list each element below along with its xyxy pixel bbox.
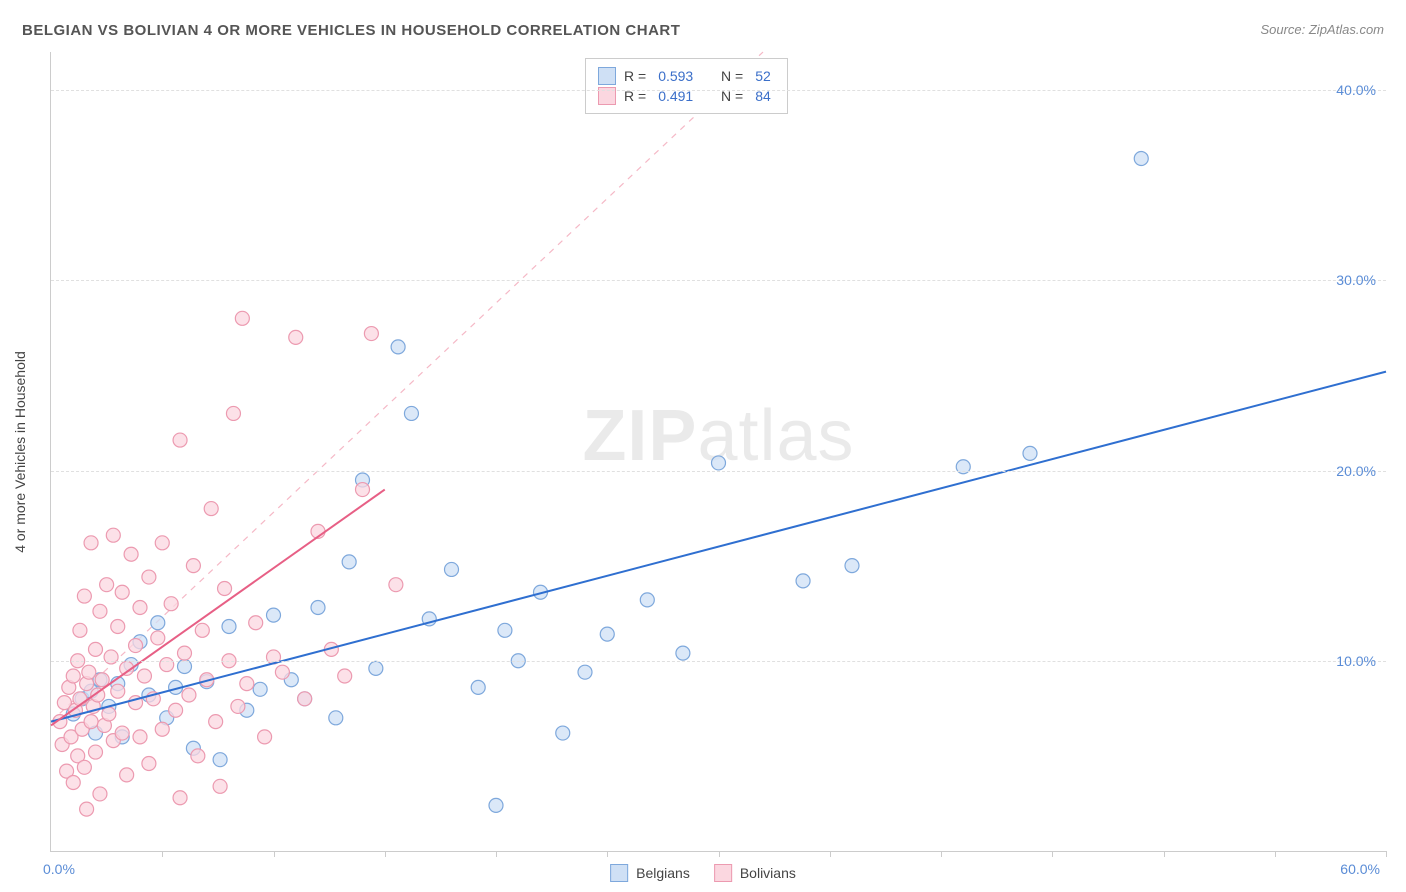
y-tick-label: 30.0% (1336, 272, 1376, 288)
series-legend: Belgians Bolivians (610, 864, 796, 882)
legend-swatch (598, 67, 616, 85)
x-tick (941, 851, 942, 857)
r-label: R = (624, 68, 646, 84)
x-tick (830, 851, 831, 857)
correlation-legend: R =0.593 N =52R =0.491 N =84 (585, 58, 788, 114)
gridline-h (51, 661, 1386, 662)
x-tick (1052, 851, 1053, 857)
y-tick-label: 20.0% (1336, 463, 1376, 479)
x-tick (162, 851, 163, 857)
x-tick (1386, 851, 1387, 857)
x-tick (719, 851, 720, 857)
x-tick-label: 0.0% (43, 861, 75, 877)
x-tick (274, 851, 275, 857)
y-tick-label: 10.0% (1336, 653, 1376, 669)
n-label: N = (721, 68, 743, 84)
chart-title: BELGIAN VS BOLIVIAN 4 OR MORE VEHICLES I… (22, 22, 680, 39)
y-tick-label: 40.0% (1336, 82, 1376, 98)
y-axis-label: 4 or more Vehicles in Household (12, 351, 28, 553)
x-tick (1275, 851, 1276, 857)
x-tick (1164, 851, 1165, 857)
series-label: Belgians (636, 865, 690, 881)
legend-swatch (714, 864, 732, 882)
series-label: Bolivians (740, 865, 796, 881)
gridline-h (51, 280, 1386, 281)
gridline-h (51, 90, 1386, 91)
series-legend-item: Bolivians (714, 864, 796, 882)
source-label: Source: ZipAtlas.com (1260, 22, 1384, 37)
series-legend-item: Belgians (610, 864, 690, 882)
gridline-h (51, 471, 1386, 472)
legend-row: R = 0.593 N = 52 (598, 67, 775, 85)
plot-svg (51, 52, 1386, 851)
r-value: 0.593 (658, 68, 693, 84)
x-tick (385, 851, 386, 857)
x-tick-label: 60.0% (1340, 861, 1380, 877)
plot-area: 4 or more Vehicles in Household ZIPatlas… (50, 52, 1386, 852)
x-tick (496, 851, 497, 857)
legend-swatch (610, 864, 628, 882)
n-value: 52 (755, 68, 771, 84)
plot-frame: ZIPatlas R =0.593 N =52R =0.491 N =84 10… (50, 52, 1386, 852)
x-tick (607, 851, 608, 857)
